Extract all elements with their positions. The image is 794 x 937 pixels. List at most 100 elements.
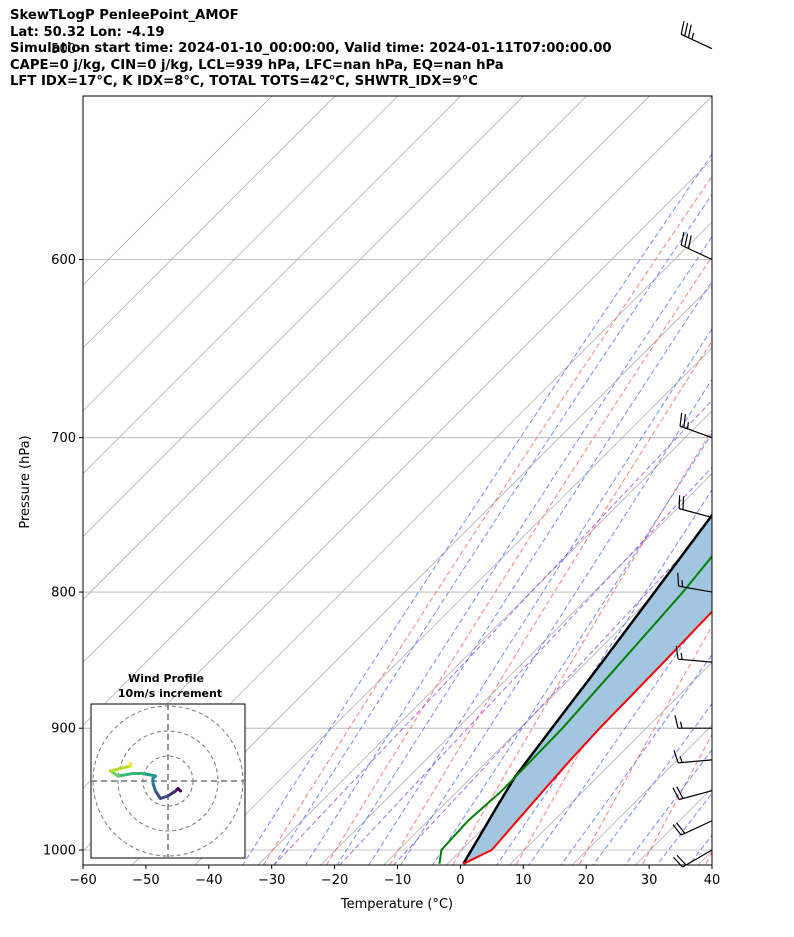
moist-adiabat-line [624,748,712,865]
moist-adiabat-line [656,792,712,865]
barb-staff [679,508,713,519]
moist-adiabat-line [688,834,712,865]
y-tick-label: 700 [51,431,76,446]
barb-staff [678,658,713,663]
barb-staff [679,790,713,801]
wind-barb [680,231,713,261]
barb-flag [676,822,686,834]
isotherm-line [83,158,712,789]
dry-adiabat-line [578,625,712,865]
barb-flag [673,856,683,868]
hodograph-segment [109,767,122,773]
dewpoint-profile-line [438,554,712,864]
barb-staff [678,759,713,764]
parcel-path-line [462,513,712,865]
cape-area [463,515,712,864]
hodograph-ring [117,730,219,832]
wind-barb [673,849,713,868]
mixing-ratio-line [339,466,712,865]
hodograph-segment [154,789,162,800]
isotherm-line [131,284,712,865]
isotherm-line [634,787,712,865]
barb-half-flag [691,32,695,40]
sounding-profiles [438,513,712,865]
moist-adiabat-line [400,378,712,865]
x-tick-label: −30 [258,873,285,888]
x-tick-label: 10 [515,873,532,888]
barb-flag [683,414,687,428]
hodograph-segment [166,789,177,798]
wind-barb [678,495,713,519]
barb-flag [676,786,684,799]
hodograph-segment [119,764,132,770]
hodograph-segment [141,772,157,778]
wind-barb [672,786,713,801]
barb-half-flag [686,422,689,429]
x-tick-label: −20 [321,873,348,888]
y-tick-label: 600 [51,253,76,268]
moist-adiabat-line [560,653,712,865]
wind-barb [672,820,713,836]
dry-adiabat-line [262,175,712,865]
isotherm-line [697,850,712,865]
y-tick-label: 900 [51,722,76,737]
barb-flag [675,645,679,660]
barb-staff [679,425,713,439]
x-tick-label: −50 [132,873,159,888]
barb-flag [687,235,692,249]
barb-flag [677,572,680,587]
y-tick-label: 500 [51,42,76,57]
x-tick-label: −60 [69,873,96,888]
chart-title: SkewTLogP PenleePoint_AMOF [10,8,239,23]
hodograph-inset: Wind Profile 10m/s increment [90,672,246,859]
barb-staff [682,849,713,868]
barb-flag [679,412,683,427]
x-tick-label: 0 [456,873,464,888]
moist-adiabat-line [368,327,712,865]
dry-adiabat-line [748,0,794,906]
background-grid [83,96,712,865]
barb-flag [687,24,692,38]
dry-adiabat-line [641,733,712,865]
barb-flag [680,231,685,246]
isotherm-line [83,221,712,852]
x-tick-label: −40 [195,873,222,888]
isotherm-line [194,347,712,865]
moist-adiabat-line [242,153,712,865]
barb-flag [672,824,682,836]
hodograph-segment [116,772,135,778]
cape-summary: CAPE=0 j/kg, CIN=0 j/kg, LCL=939 hPa, LF… [10,57,504,73]
reference-lines [242,0,794,906]
barb-half-flag [679,755,683,763]
y-axis-label: Pressure (hPa) [18,435,33,528]
wind-barb [675,645,713,663]
barb-staff [680,33,713,50]
barb-flag [672,787,680,800]
barb-flag [674,715,679,729]
dry-adiabat-line [704,851,712,865]
y-axis-ticks: 1002003004005006007008009001000 [43,42,83,859]
barb-half-flag [680,652,683,660]
station-location: Lat: 50.32 Lon: -4.19 [10,24,165,40]
wind-barb [673,749,713,764]
isotherm-line [83,96,462,475]
temperature-profile-line [462,610,712,865]
barb-flag [684,233,689,247]
simulation-times: Simulation start time: 2024-01-10_00:00:… [10,41,612,57]
barb-staff [678,585,713,593]
barb-flag [676,854,687,866]
hodograph-subtitle: 10m/s increment [118,687,222,700]
x-tick-label: −10 [384,873,411,888]
isotherm-line [383,536,712,865]
barb-staff [680,820,713,836]
cape-shading [463,515,712,864]
hodograph-title: Wind Profile [128,672,204,685]
hodograph-plot [91,704,245,858]
barb-staff [680,244,713,261]
isotherm-line [257,410,712,865]
y-tick-label: 800 [51,586,76,601]
isotherm-line [83,96,588,601]
wind-barb [679,412,713,439]
barb-flag [680,21,685,35]
